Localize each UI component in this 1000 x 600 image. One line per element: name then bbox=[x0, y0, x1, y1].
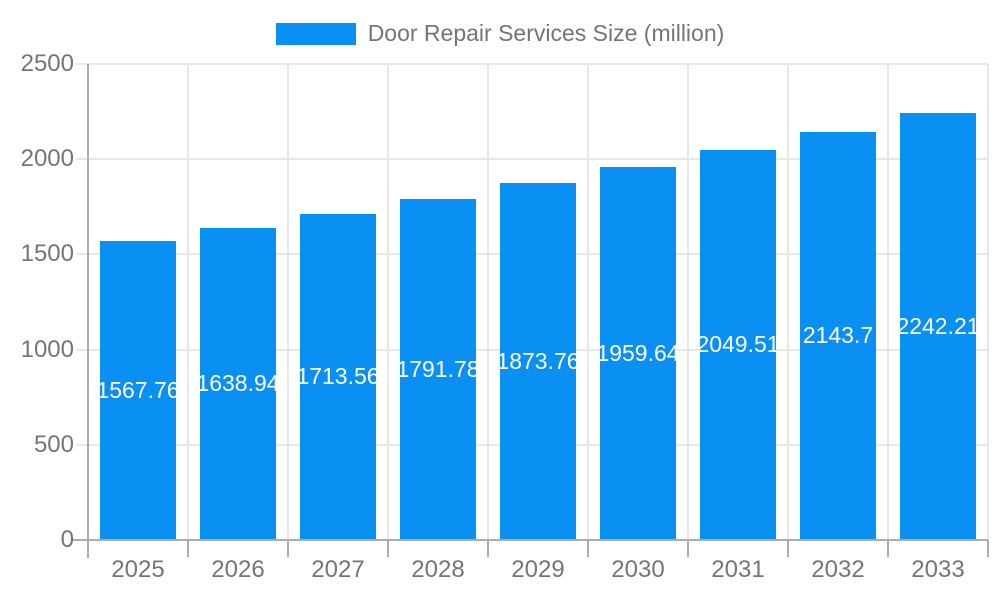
legend: Door Repair Services Size (million) bbox=[0, 20, 1000, 47]
y-axis-line bbox=[87, 64, 89, 558]
legend-swatch bbox=[275, 22, 356, 45]
x-axis-tick bbox=[887, 540, 889, 557]
x-axis-label: 2025 bbox=[111, 556, 165, 583]
y-axis-label: 500 bbox=[33, 431, 74, 458]
x-axis-tick bbox=[687, 540, 689, 557]
grid-line-v bbox=[587, 64, 589, 540]
bar-value-label: 1873.76 bbox=[500, 347, 576, 374]
grid-line-v bbox=[687, 64, 689, 540]
x-axis-label: 2027 bbox=[311, 556, 365, 583]
x-axis-label: 2028 bbox=[411, 556, 465, 583]
x-axis-tick bbox=[387, 540, 389, 557]
bar-value-label: 1713.56 bbox=[300, 363, 376, 389]
x-axis-label: 2032 bbox=[811, 556, 865, 583]
bar-value-label: 1567.76 bbox=[100, 376, 176, 403]
bar-2029[interactable]: 1873.76 bbox=[500, 183, 576, 539]
x-axis-label: 2033 bbox=[911, 556, 965, 583]
grid-line-h bbox=[76, 63, 988, 65]
x-axis-tick bbox=[287, 540, 289, 557]
y-axis-label: 0 bbox=[60, 526, 74, 553]
x-axis-label: 2031 bbox=[711, 556, 765, 583]
y-axis-label: 2500 bbox=[20, 50, 74, 77]
y-axis-label: 1500 bbox=[20, 240, 74, 267]
bar-value-label: 2143.7 bbox=[802, 322, 874, 348]
x-axis-label: 2030 bbox=[611, 556, 665, 583]
plot-area: 1567.76 1638.94 1713.56 1791.78 1873.76 1959.… bbox=[73, 63, 989, 583]
x-axis-label: 2026 bbox=[211, 556, 265, 583]
legend-item[interactable]: Door Repair Services Size (million) bbox=[275, 20, 725, 47]
bar-2032[interactable]: 2143.7 bbox=[800, 132, 876, 539]
x-axis-line bbox=[73, 539, 988, 541]
x-axis-tick bbox=[187, 540, 189, 557]
x-axis-label: 2029 bbox=[511, 556, 565, 583]
grid-line-v bbox=[287, 64, 289, 540]
grid-line-v bbox=[187, 64, 189, 540]
bar-2033[interactable]: 2242.21 bbox=[900, 113, 976, 539]
grid-line-h bbox=[76, 158, 988, 160]
bar-2028[interactable]: 1791.78 bbox=[400, 199, 476, 539]
grid-line-v bbox=[787, 64, 789, 540]
grid-line-v bbox=[487, 64, 489, 540]
bar-value-label: 1959.64 bbox=[600, 339, 676, 366]
legend-label: Door Repair Services Size (million) bbox=[367, 20, 725, 46]
bar-2027[interactable]: 1713.56 bbox=[300, 214, 376, 539]
bar-2031[interactable]: 2049.51 bbox=[700, 150, 776, 539]
x-axis-tick bbox=[587, 540, 589, 557]
bar-value-label: 1638.94 bbox=[200, 370, 276, 396]
x-axis-tick bbox=[487, 540, 489, 557]
grid-line-v bbox=[387, 64, 389, 540]
bar-value-label: 1791.78 bbox=[400, 355, 476, 382]
grid-line-v bbox=[987, 64, 989, 540]
bar-value-label: 2049.51 bbox=[700, 331, 776, 357]
y-axis-label: 1000 bbox=[20, 336, 74, 363]
x-axis-tick bbox=[987, 540, 989, 557]
x-axis-tick bbox=[787, 540, 789, 557]
bar-value-label: 2242.21 bbox=[900, 312, 976, 339]
bar-2030[interactable]: 1959.64 bbox=[600, 167, 676, 539]
bar-2026[interactable]: 1638.94 bbox=[200, 228, 276, 539]
bar-2025[interactable]: 1567.76 bbox=[100, 241, 176, 539]
y-axis-label: 2000 bbox=[20, 145, 74, 172]
grid-line-v bbox=[887, 64, 889, 540]
